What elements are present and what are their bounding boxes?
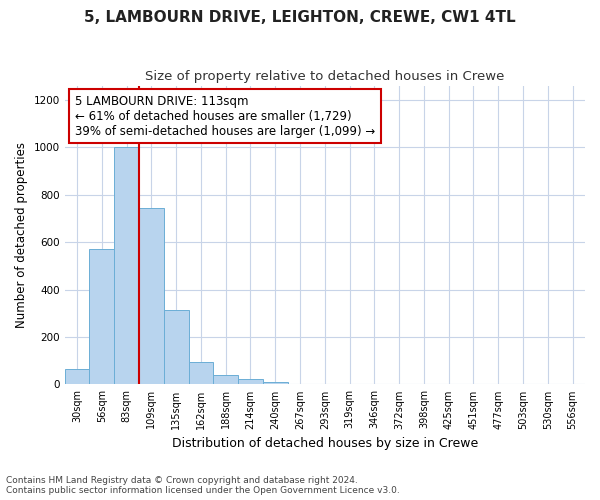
- Bar: [188, 362, 214, 384]
- Bar: [89, 249, 114, 384]
- Bar: [114, 147, 139, 384]
- Bar: [263, 382, 287, 384]
- X-axis label: Distribution of detached houses by size in Crewe: Distribution of detached houses by size …: [172, 437, 478, 450]
- Text: 5, LAMBOURN DRIVE, LEIGHTON, CREWE, CW1 4TL: 5, LAMBOURN DRIVE, LEIGHTON, CREWE, CW1 …: [84, 10, 516, 25]
- Bar: [65, 369, 89, 384]
- Bar: [164, 310, 188, 384]
- Text: 5 LAMBOURN DRIVE: 113sqm
← 61% of detached houses are smaller (1,729)
39% of sem: 5 LAMBOURN DRIVE: 113sqm ← 61% of detach…: [75, 94, 376, 138]
- Y-axis label: Number of detached properties: Number of detached properties: [15, 142, 28, 328]
- Bar: [214, 375, 238, 384]
- Text: Contains HM Land Registry data © Crown copyright and database right 2024.
Contai: Contains HM Land Registry data © Crown c…: [6, 476, 400, 495]
- Title: Size of property relative to detached houses in Crewe: Size of property relative to detached ho…: [145, 70, 505, 83]
- Bar: [139, 208, 164, 384]
- Bar: [238, 379, 263, 384]
